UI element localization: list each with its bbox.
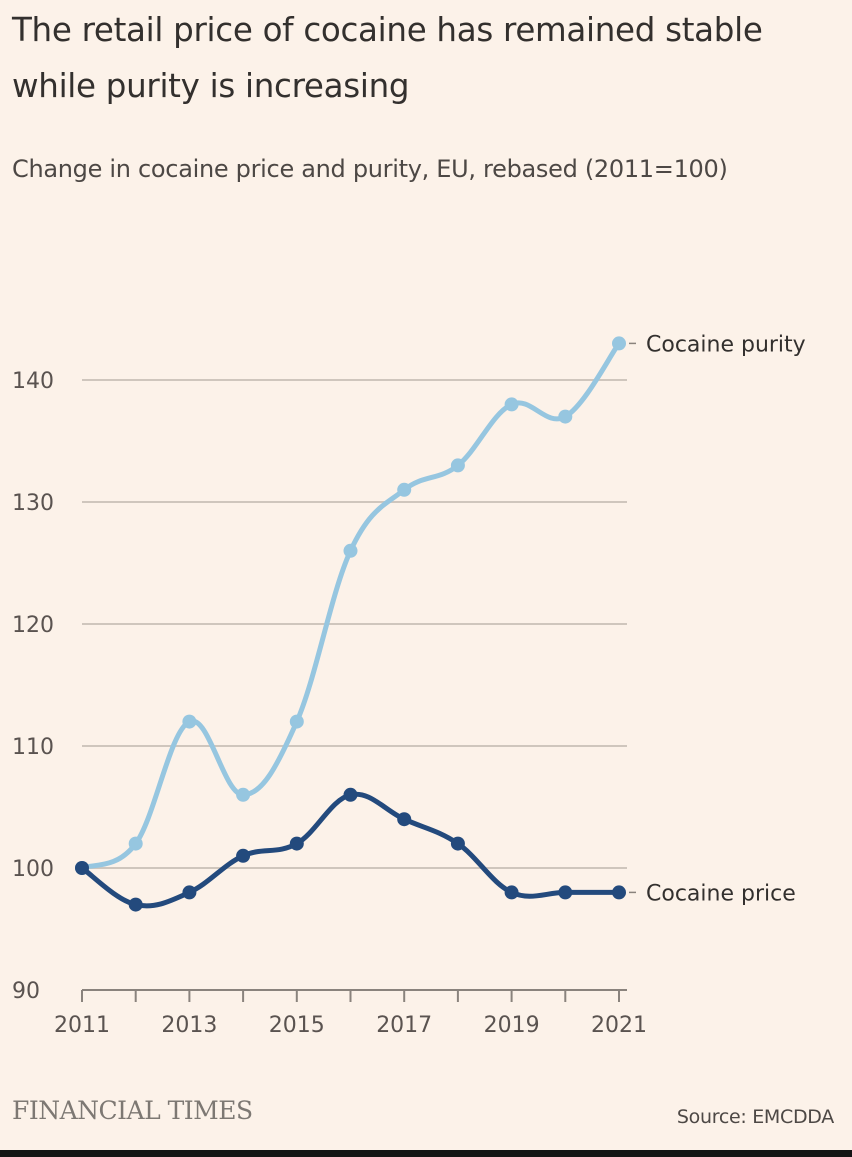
point-cocaine-price-2021 (612, 885, 626, 900)
brand-logo: FINANCIAL TIMES (12, 1096, 253, 1125)
point-cocaine-price-2011 (75, 861, 89, 875)
point-cocaine-purity-2016 (343, 543, 358, 558)
y-tick-label-130: 130 (12, 491, 54, 516)
y-axis: 90 100 110 120 130 140 (12, 369, 54, 1004)
x-tick-label-2013: 2013 (161, 1013, 217, 1038)
point-cocaine-purity-2014 (236, 787, 251, 802)
source-note: Source: EMCDDA (676, 1106, 834, 1128)
point-cocaine-purity-2018 (450, 458, 465, 473)
bottom-border (0, 1150, 852, 1157)
point-cocaine-purity-2021 (612, 336, 626, 351)
point-cocaine-price-2015 (289, 836, 304, 851)
point-cocaine-price-2019 (504, 885, 519, 900)
point-cocaine-purity-2015 (289, 714, 304, 729)
y-tick-label-140: 140 (12, 369, 54, 394)
chart-title: The retail price of cocaine has remained… (12, 11, 763, 105)
point-cocaine-price-2020 (558, 885, 573, 900)
point-cocaine-purity-2017 (397, 482, 412, 497)
x-tick-label-2015: 2015 (269, 1013, 325, 1038)
point-cocaine-purity-2013 (182, 714, 197, 729)
series-cocaine-purity: Cocaine purity (75, 332, 806, 875)
point-cocaine-price-2017 (397, 812, 412, 827)
x-tick-label-2021: 2021 (591, 1013, 647, 1038)
x-axis: 2011 2013 2015 2017 2019 2021 (54, 989, 647, 1038)
point-cocaine-purity-2019 (504, 397, 519, 412)
series-cocaine-price: Cocaine price (75, 787, 796, 912)
y-tick-label-100: 100 (12, 857, 54, 882)
point-cocaine-purity-2012 (128, 836, 143, 851)
chart-subtitle: Change in cocaine price and purity, EU, … (12, 155, 728, 183)
x-tick-label-2011: 2011 (54, 1013, 110, 1038)
y-tick-label-110: 110 (12, 735, 54, 760)
x-tick-label-2017: 2017 (376, 1013, 432, 1038)
point-cocaine-price-2012 (128, 897, 143, 912)
point-cocaine-price-2018 (450, 836, 465, 851)
x-tick-label-2019: 2019 (484, 1013, 540, 1038)
point-cocaine-purity-2020 (558, 409, 573, 424)
y-tick-label-90: 90 (12, 979, 40, 1004)
point-cocaine-price-2014 (236, 848, 251, 863)
y-tick-label-120: 120 (12, 613, 54, 638)
point-cocaine-price-2016 (343, 787, 358, 802)
series-label-cocaine-purity: Cocaine purity (646, 332, 806, 357)
point-cocaine-price-2013 (182, 885, 197, 900)
line-cocaine-price (79, 791, 622, 909)
series-label-cocaine-price: Cocaine price (646, 881, 796, 906)
series-lines: Cocaine purity Cocaine price (75, 332, 806, 912)
